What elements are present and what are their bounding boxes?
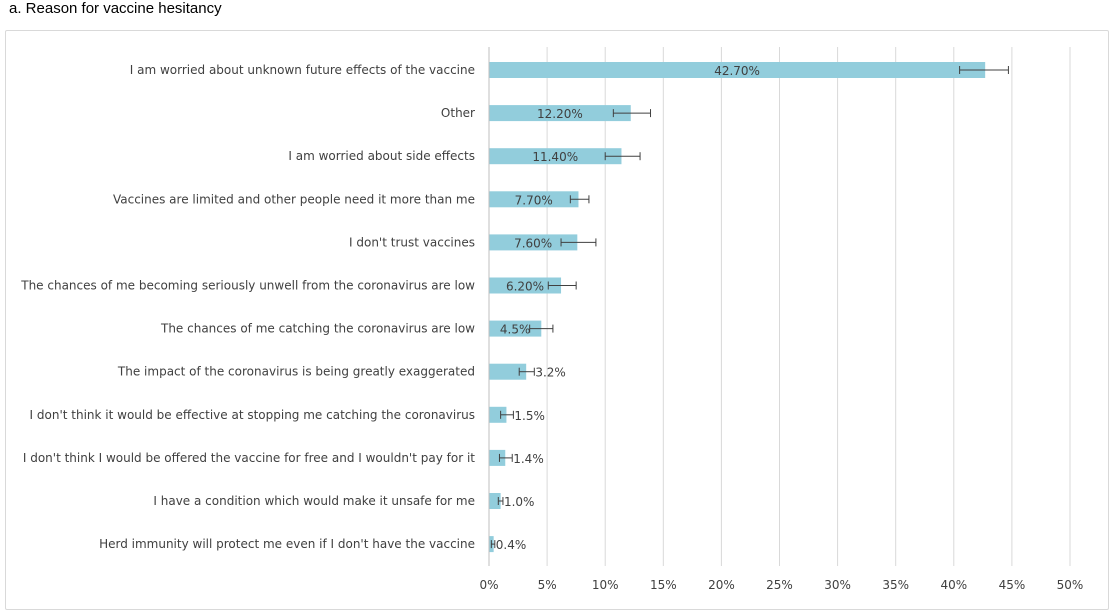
category-label: I don't think I would be offered the vac… (23, 451, 475, 465)
category-label: I don't trust vaccines (349, 235, 475, 249)
data-label: 11.40% (532, 150, 578, 164)
data-label: 7.60% (514, 236, 552, 250)
bar (489, 191, 579, 208)
x-tick-label: 25% (766, 578, 793, 592)
x-tick-label: 0% (479, 578, 498, 592)
bar (489, 62, 986, 78)
data-label: 1.5% (514, 409, 545, 423)
x-tick-label: 5% (538, 578, 557, 592)
data-label: 4.5% (500, 323, 531, 337)
x-tick-label: 35% (882, 578, 909, 592)
category-label: Vaccines are limited and other people ne… (113, 192, 475, 206)
bar (489, 277, 562, 294)
data-label: 3.2% (535, 366, 566, 380)
category-label: The chances of me becoming seriously unw… (20, 279, 475, 293)
x-tick-label: 10% (592, 578, 619, 592)
bar (489, 148, 622, 165)
bar (489, 320, 542, 337)
category-label: I have a condition which would make it u… (153, 494, 475, 508)
data-label: 42.70% (714, 64, 760, 78)
category-label: I am worried about side effects (288, 149, 475, 163)
data-label: 6.20% (506, 280, 544, 294)
data-label: 12.20% (537, 107, 583, 121)
category-label: I am worried about unknown future effect… (130, 63, 475, 77)
x-tick-label: 30% (824, 578, 851, 592)
bar (489, 406, 507, 423)
bar (489, 493, 501, 509)
bar (489, 105, 631, 122)
x-tick-label: 20% (708, 578, 735, 592)
bar (489, 363, 527, 380)
category-label: The impact of the coronavirus is being g… (117, 365, 475, 379)
category-label: The chances of me catching the coronavir… (160, 322, 475, 336)
bar (489, 234, 578, 251)
chart-frame (5, 30, 1109, 610)
category-label: I don't think it would be effective at s… (30, 408, 475, 422)
category-label: Other (441, 106, 475, 120)
data-label: 7.70% (515, 193, 553, 207)
category-label: Herd immunity will protect me even if I … (99, 537, 475, 551)
x-tick-label: 45% (999, 578, 1026, 592)
x-tick-label: 50% (1057, 578, 1084, 592)
data-label: 1.0% (504, 495, 534, 509)
x-tick-label: 40% (940, 578, 967, 592)
panel-title: a. Reason for vaccine hesitancy (9, 0, 222, 17)
bar (489, 449, 506, 466)
data-label: 1.4% (513, 452, 544, 466)
data-label: 0.4% (496, 538, 527, 552)
x-tick-label: 15% (650, 578, 677, 592)
